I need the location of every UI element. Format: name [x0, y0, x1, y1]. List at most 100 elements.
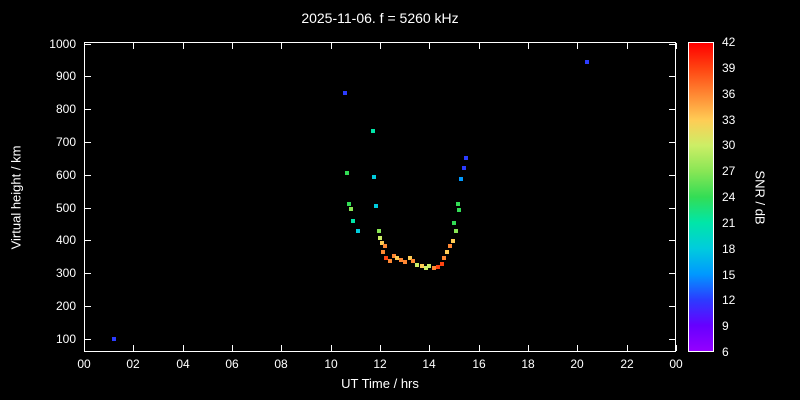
scatter-point: [382, 244, 387, 249]
tick-mark: [577, 345, 578, 351]
tick-mark: [281, 43, 282, 49]
x-tick-label: 18: [521, 357, 535, 371]
tick-mark: [669, 306, 675, 307]
tick-mark: [528, 345, 529, 351]
scatter-point: [356, 229, 361, 234]
scatter-point: [456, 207, 461, 212]
scatter-point: [439, 261, 444, 266]
y-tick-label: 100: [55, 332, 76, 346]
scatter-point: [452, 221, 457, 226]
snr-axis-label: SNR / dB: [752, 170, 768, 225]
colorbar-tick-label: 36: [722, 87, 736, 101]
tick-mark: [479, 43, 480, 49]
tick-mark: [84, 345, 85, 351]
scatter-point: [395, 255, 400, 260]
scatter-point: [380, 249, 385, 254]
tick-mark: [669, 339, 675, 340]
y-tick-label: 300: [55, 266, 76, 280]
x-tick-label: 20: [570, 357, 584, 371]
x-tick-label: 10: [324, 357, 338, 371]
colorbar-tick-label: 42: [722, 35, 736, 49]
tick-mark: [479, 345, 480, 351]
scatter-point: [384, 255, 389, 260]
x-tick-label: 12: [373, 357, 387, 371]
tick-mark: [85, 273, 91, 274]
tick-mark: [577, 43, 578, 49]
scatter-point: [448, 244, 453, 249]
colorbar-tick-label: 18: [722, 242, 736, 256]
colorbar-tick-label: 9: [722, 319, 729, 333]
scatter-point: [347, 201, 352, 206]
tick-mark: [380, 345, 381, 351]
y-tick-label: 400: [55, 233, 76, 247]
scatter-point: [427, 264, 432, 269]
tick-mark: [85, 240, 91, 241]
tick-mark: [669, 76, 675, 77]
tick-mark: [669, 109, 675, 110]
y-axis-label: Virtual height / km: [8, 145, 24, 250]
colorbar-tick-label: 15: [722, 268, 736, 282]
scatter-point: [343, 90, 348, 95]
scatter-point: [411, 259, 416, 264]
scatter-point: [464, 156, 469, 161]
colorbar-tick-label: 6: [722, 345, 729, 359]
tick-mark: [627, 345, 628, 351]
tick-mark: [84, 43, 85, 49]
x-tick-label: 06: [225, 357, 239, 371]
scatter-point: [442, 255, 447, 260]
scatter-point: [432, 265, 437, 270]
scatter-point: [419, 264, 424, 269]
scatter-point: [455, 201, 460, 206]
colorbar-tick-label: 12: [722, 293, 736, 307]
tick-mark: [85, 76, 91, 77]
chart-title: 2025-11-06. f = 5260 kHz: [301, 10, 459, 26]
scatter-point: [348, 206, 353, 211]
x-tick-label: 16: [472, 357, 486, 371]
tick-mark: [429, 345, 430, 351]
y-tick-label: 1000: [49, 37, 76, 51]
y-tick-label: 600: [55, 168, 76, 182]
x-tick-label: 22: [620, 357, 634, 371]
x-tick-label: 00: [77, 357, 91, 371]
tick-mark: [331, 43, 332, 49]
x-axis-label: UT Time / hrs: [341, 376, 419, 391]
scatter-point: [350, 219, 355, 224]
colorbar-tick-label: 21: [722, 216, 736, 230]
x-tick-label: 00: [669, 357, 683, 371]
tick-mark: [669, 240, 675, 241]
tick-mark: [85, 306, 91, 307]
scatter-point: [462, 165, 467, 170]
scatter-point: [387, 259, 392, 264]
colorbar-tick-label: 27: [722, 164, 736, 178]
tick-mark: [133, 43, 134, 49]
scatter-point: [370, 128, 375, 133]
tick-mark: [183, 345, 184, 351]
tick-mark: [669, 208, 675, 209]
tick-mark: [380, 43, 381, 49]
scatter-point: [376, 228, 381, 233]
x-tick-label: 08: [274, 357, 288, 371]
tick-mark: [232, 43, 233, 49]
tick-mark: [676, 345, 677, 351]
tick-mark: [85, 44, 91, 45]
tick-mark: [281, 345, 282, 351]
tick-mark: [85, 208, 91, 209]
scatter-point: [450, 239, 455, 244]
tick-mark: [85, 339, 91, 340]
scatter-point: [111, 336, 116, 341]
tick-mark: [85, 109, 91, 110]
scatter-point: [391, 254, 396, 259]
scatter-point: [415, 262, 419, 267]
tick-mark: [85, 142, 91, 143]
colorbar-tick-label: 39: [722, 61, 736, 75]
scatter-point: [371, 175, 376, 180]
tick-mark: [183, 43, 184, 49]
scatter-point: [435, 264, 440, 269]
colorbar-tick-label: 24: [722, 190, 736, 204]
tick-mark: [627, 43, 628, 49]
tick-mark: [669, 175, 675, 176]
y-tick-label: 800: [55, 102, 76, 116]
tick-mark: [232, 345, 233, 351]
y-tick-label: 700: [55, 135, 76, 149]
